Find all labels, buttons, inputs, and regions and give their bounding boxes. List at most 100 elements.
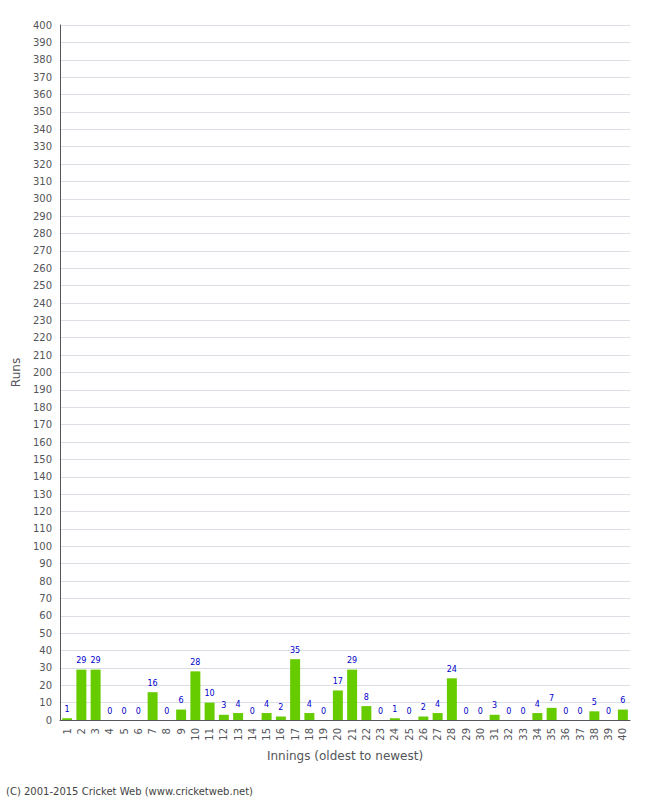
svg-text:29: 29: [91, 656, 101, 665]
svg-text:5: 5: [119, 728, 130, 734]
svg-text:37: 37: [575, 728, 586, 741]
svg-text:6: 6: [620, 696, 625, 705]
svg-text:310: 310: [33, 176, 52, 187]
svg-text:24: 24: [389, 728, 400, 741]
svg-text:130: 130: [33, 489, 52, 500]
svg-text:4: 4: [307, 700, 312, 709]
svg-text:Innings (oldest to newest): Innings (oldest to newest): [267, 749, 423, 763]
svg-text:38: 38: [589, 728, 600, 741]
svg-text:30: 30: [475, 728, 486, 741]
svg-text:0: 0: [107, 707, 112, 716]
svg-text:340: 340: [33, 124, 52, 135]
svg-text:7: 7: [147, 728, 158, 734]
svg-text:34: 34: [532, 728, 543, 741]
svg-text:17: 17: [290, 728, 301, 741]
svg-text:3: 3: [90, 728, 101, 734]
svg-text:0: 0: [578, 707, 583, 716]
svg-text:16: 16: [148, 679, 158, 688]
svg-text:25: 25: [404, 728, 415, 741]
svg-text:2: 2: [76, 728, 87, 734]
svg-text:3: 3: [492, 701, 497, 710]
svg-text:16: 16: [275, 728, 286, 741]
svg-text:0: 0: [506, 707, 511, 716]
svg-text:0: 0: [46, 715, 52, 726]
svg-text:330: 330: [33, 141, 52, 152]
svg-text:5: 5: [592, 698, 597, 707]
svg-text:(C) 2001-2015 Cricket Web (www: (C) 2001-2015 Cricket Web (www.cricketwe…: [6, 786, 253, 797]
svg-text:140: 140: [33, 471, 52, 482]
svg-text:200: 200: [33, 367, 52, 378]
svg-text:4: 4: [535, 700, 540, 709]
svg-text:6: 6: [133, 728, 144, 734]
svg-text:2: 2: [278, 703, 283, 712]
svg-text:10: 10: [39, 697, 52, 708]
svg-text:360: 360: [33, 89, 52, 100]
svg-text:370: 370: [33, 72, 52, 83]
svg-text:120: 120: [33, 506, 52, 517]
svg-text:250: 250: [33, 280, 52, 291]
svg-text:50: 50: [39, 628, 52, 639]
svg-text:80: 80: [39, 576, 52, 587]
svg-text:110: 110: [33, 523, 52, 534]
svg-text:290: 290: [33, 211, 52, 222]
svg-text:400: 400: [33, 20, 52, 31]
svg-text:180: 180: [33, 402, 52, 413]
svg-text:230: 230: [33, 315, 52, 326]
svg-text:12: 12: [218, 728, 229, 741]
svg-text:28: 28: [446, 728, 457, 741]
svg-text:28: 28: [190, 658, 200, 667]
svg-text:35: 35: [290, 646, 300, 655]
svg-text:0: 0: [563, 707, 568, 716]
svg-text:280: 280: [33, 228, 52, 239]
svg-text:0: 0: [378, 707, 383, 716]
svg-text:39: 39: [603, 728, 614, 741]
svg-text:0: 0: [407, 707, 412, 716]
svg-text:31: 31: [489, 728, 500, 741]
svg-text:36: 36: [560, 728, 571, 741]
svg-text:40: 40: [39, 645, 52, 656]
svg-text:19: 19: [318, 728, 329, 741]
svg-text:10: 10: [190, 728, 201, 741]
svg-text:210: 210: [33, 350, 52, 361]
svg-text:23: 23: [375, 728, 386, 741]
svg-text:13: 13: [233, 728, 244, 741]
svg-text:26: 26: [418, 728, 429, 741]
svg-text:0: 0: [122, 707, 127, 716]
svg-text:30: 30: [39, 662, 52, 673]
svg-text:4: 4: [264, 700, 269, 709]
svg-text:8: 8: [161, 728, 172, 734]
svg-text:90: 90: [39, 558, 52, 569]
svg-text:190: 190: [33, 384, 52, 395]
svg-text:150: 150: [33, 454, 52, 465]
svg-text:11: 11: [204, 728, 215, 741]
svg-text:33: 33: [518, 728, 529, 741]
svg-text:3: 3: [221, 701, 226, 710]
svg-text:6: 6: [179, 696, 184, 705]
svg-text:350: 350: [33, 106, 52, 117]
svg-text:7: 7: [549, 694, 554, 703]
svg-text:18: 18: [304, 728, 315, 741]
svg-text:4: 4: [236, 700, 241, 709]
svg-text:29: 29: [76, 656, 86, 665]
svg-text:14: 14: [247, 728, 258, 741]
svg-text:1: 1: [62, 728, 73, 734]
svg-text:35: 35: [546, 728, 557, 741]
svg-text:17: 17: [333, 677, 343, 686]
svg-text:0: 0: [136, 707, 141, 716]
svg-text:220: 220: [33, 332, 52, 343]
svg-text:20: 20: [39, 680, 52, 691]
svg-text:8: 8: [364, 693, 369, 702]
svg-text:0: 0: [521, 707, 526, 716]
svg-text:0: 0: [606, 707, 611, 716]
svg-text:22: 22: [361, 728, 372, 741]
svg-text:260: 260: [33, 263, 52, 274]
svg-text:2: 2: [421, 703, 426, 712]
svg-text:40: 40: [617, 728, 628, 741]
svg-text:70: 70: [39, 593, 52, 604]
svg-text:170: 170: [33, 419, 52, 430]
svg-text:27: 27: [432, 728, 443, 741]
svg-text:160: 160: [33, 437, 52, 448]
svg-text:0: 0: [478, 707, 483, 716]
svg-text:100: 100: [33, 541, 52, 552]
svg-text:0: 0: [464, 707, 469, 716]
